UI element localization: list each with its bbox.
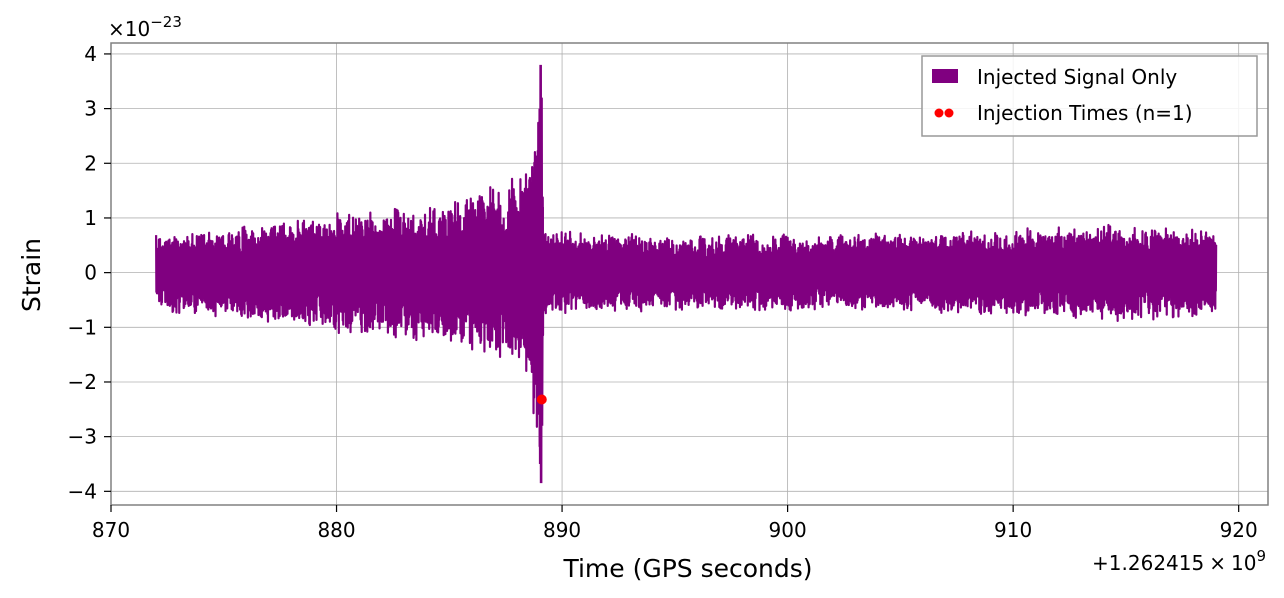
y-tick-label: −1 — [68, 315, 97, 339]
x-axis-label: Time (GPS seconds) — [562, 554, 812, 583]
x-axis-ticks: 870 880 890 900 910 920 — [92, 505, 1258, 542]
x-tick-label: 880 — [317, 518, 355, 542]
y-scale-exponent: −23 — [150, 13, 182, 31]
legend-marker-injection-1 — [934, 108, 944, 118]
y-tick-label: −2 — [68, 370, 97, 394]
x-tick-label: 920 — [1220, 518, 1258, 542]
y-tick-label: 1 — [84, 206, 97, 230]
y-scale-base: ×10 — [108, 17, 150, 41]
x-offset-value: +1.262415 — [1092, 551, 1204, 575]
legend-box — [921, 55, 1258, 137]
y-scale-label: ×10−23 — [108, 13, 182, 41]
x-tick-label: 890 — [543, 518, 581, 542]
injection-time-point — [536, 394, 547, 405]
legend: Injected Signal Only Injection Times (n=… — [921, 55, 1258, 137]
y-tick-label: −3 — [68, 425, 97, 449]
signal-series — [155, 64, 1218, 484]
x-offset-exponent: 9 — [1256, 547, 1266, 565]
x-offset-label: +1.262415 × 109 — [1092, 547, 1266, 575]
x-offset-base: 10 — [1231, 551, 1256, 575]
signal-line — [155, 121, 1218, 448]
y-tick-label: 3 — [84, 97, 97, 121]
y-tick-label: 2 — [84, 151, 97, 175]
legend-label-injection: Injection Times (n=1) — [977, 101, 1193, 125]
x-tick-label: 870 — [92, 518, 130, 542]
legend-label-signal: Injected Signal Only — [977, 65, 1177, 89]
y-tick-label: 4 — [84, 42, 97, 66]
x-tick-label: 910 — [994, 518, 1032, 542]
y-axis-ticks: −4 −3 −2 −1 0 1 2 3 4 — [68, 42, 111, 503]
legend-swatch-signal — [932, 69, 958, 83]
x-tick-label: 900 — [769, 518, 807, 542]
y-tick-label: 0 — [84, 261, 97, 285]
plot-frame — [110, 42, 1269, 506]
x-offset-times: × — [1209, 551, 1226, 575]
y-tick-label: −4 — [68, 479, 97, 503]
signal-merger-burst — [537, 64, 544, 484]
injection-times-series — [536, 394, 547, 405]
legend-marker-injection-2 — [944, 108, 954, 118]
y-axis-label: Strain — [17, 238, 46, 312]
